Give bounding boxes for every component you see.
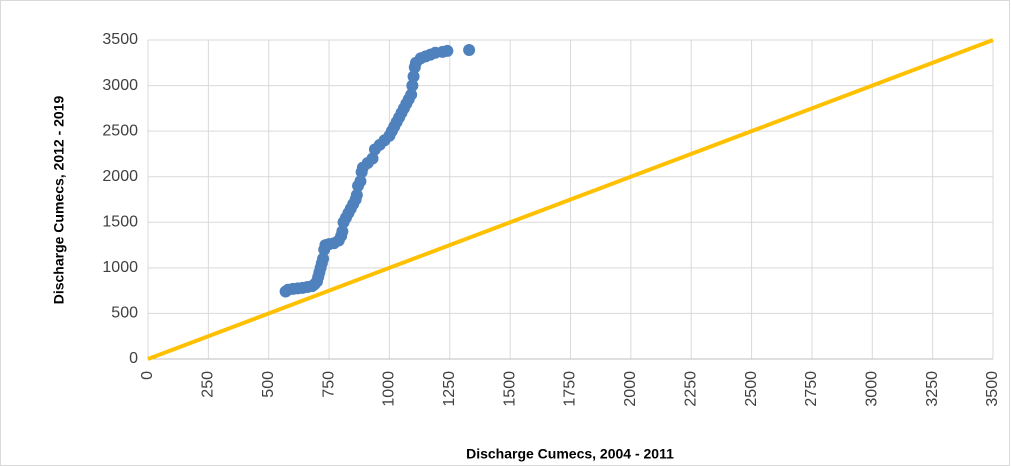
x-tick-label: 1250: [441, 371, 458, 407]
x-tick-label: 2000: [622, 371, 639, 407]
y-tick-label: 1500: [102, 214, 138, 231]
x-tick-label: 3250: [924, 371, 941, 407]
x-tick-label: 1500: [501, 371, 518, 407]
x-tick-label: 1750: [562, 371, 579, 407]
reference-line: [147, 38, 994, 361]
point: [366, 152, 379, 165]
x-tick-label: 3500: [984, 371, 1001, 407]
x-tick-label: 2750: [803, 371, 820, 407]
x-axis-title: Discharge Cumecs, 2004 - 2011: [466, 446, 674, 462]
point: [336, 225, 349, 238]
point: [350, 188, 363, 201]
x-tick-label: 2250: [682, 371, 699, 407]
y-tick-label: 500: [111, 305, 138, 322]
point: [405, 88, 418, 101]
x-tick-label: 750: [320, 371, 337, 398]
point: [317, 252, 330, 265]
point: [354, 175, 367, 188]
point: [406, 79, 419, 92]
point: [407, 70, 420, 83]
x-tick-label: 2500: [743, 371, 760, 407]
x-tick-label: 500: [260, 371, 277, 398]
y-tick-label: 0: [129, 350, 138, 367]
x-tick-label: 0: [139, 371, 156, 380]
point: [463, 44, 476, 57]
y-tick-label: 3000: [102, 77, 138, 94]
y-tick-label: 3500: [102, 31, 138, 48]
y-tick-label: 1000: [102, 259, 138, 276]
x-tick-label: 3000: [864, 371, 881, 407]
point: [441, 44, 454, 57]
x-tick-label: 250: [200, 371, 217, 398]
y-tick-label: 2000: [102, 168, 138, 185]
y-tick-label: 2500: [102, 122, 138, 139]
y-axis-title: Discharge Cumecs, 2012 - 2019: [51, 96, 67, 305]
x-tick-label: 1000: [381, 371, 398, 407]
